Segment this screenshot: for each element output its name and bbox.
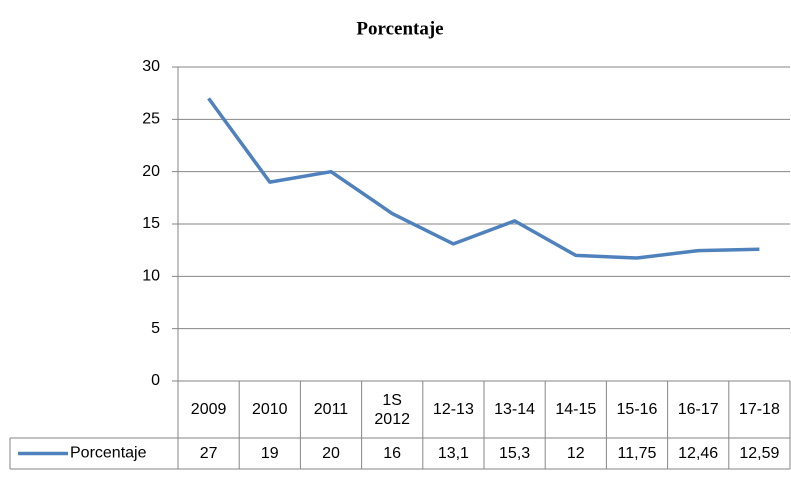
data-table-value: 12,46 <box>678 445 719 462</box>
data-table-value: 20 <box>322 445 340 462</box>
x-tick-label: 15-16 <box>616 401 658 418</box>
data-table-value: 12,59 <box>739 445 780 462</box>
data-table-value: 27 <box>199 445 218 462</box>
x-tick-label: 17-18 <box>738 401 780 418</box>
y-tick-label: 5 <box>151 320 160 337</box>
data-table-value: 19 <box>260 445 279 462</box>
chart-title: Porcentaje <box>356 18 443 39</box>
data-table-value: 13,1 <box>437 445 469 462</box>
data-table-value: 16 <box>383 445 402 462</box>
x-tick-label: 13-14 <box>494 401 536 418</box>
y-tick-label: 15 <box>142 215 160 232</box>
data-table-value: 12 <box>566 445 585 462</box>
y-tick-label: 30 <box>142 58 160 75</box>
y-tick-label: 25 <box>142 111 160 128</box>
x-tick-label: 1S 2012 <box>374 391 410 428</box>
x-tick-label: 16-17 <box>677 401 719 418</box>
y-tick-label: 20 <box>142 163 160 180</box>
y-tick-label: 0 <box>151 372 160 389</box>
data-table-value: 15,3 <box>499 445 531 462</box>
x-tick-label: 2010 <box>251 401 288 418</box>
x-tick-label: 2011 <box>313 401 349 418</box>
legend-label: Porcentaje <box>70 445 147 462</box>
x-tick-label: 2009 <box>190 401 227 418</box>
y-tick-label: 10 <box>142 268 160 285</box>
x-tick-label: 12-13 <box>432 401 474 418</box>
series-line <box>207 97 760 260</box>
data-table-value: 11,75 <box>617 445 657 462</box>
x-tick-label: 14-15 <box>555 401 597 418</box>
